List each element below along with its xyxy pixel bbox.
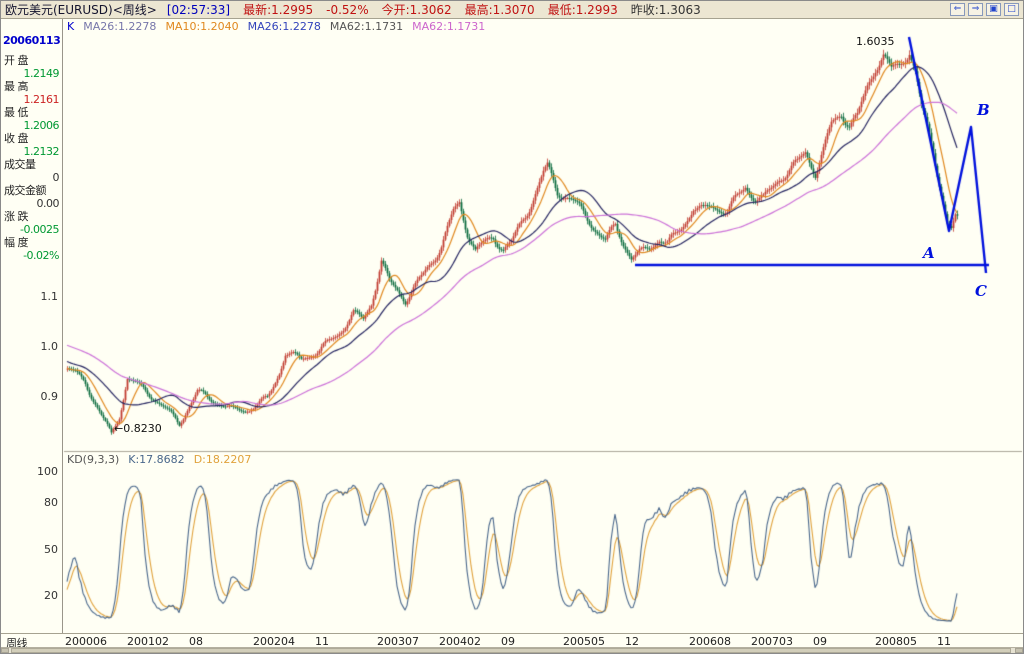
x-axis-label: 11 [937, 635, 951, 648]
x-axis-label: 200505 [563, 635, 605, 648]
quote-open: 今开:1.3062 [381, 3, 452, 17]
quote-prev-close: 昨收:1.3063 [630, 3, 701, 17]
kd-params: KD(9,3,3) [67, 453, 120, 466]
scrollbar-thumb[interactable] [11, 648, 1011, 653]
back-button[interactable]: ⇐ [950, 3, 965, 16]
wave-label-a: A [923, 244, 935, 262]
kd-axis-tick: 80 [44, 496, 58, 509]
scroll-right-button[interactable] [1015, 648, 1023, 653]
x-axis-label: 200703 [751, 635, 793, 648]
kd-legend: KD(9,3,3) K:17.8682 D:18.2207 [67, 453, 251, 466]
legend-ma26-a: MA26:1.2278 [83, 20, 157, 33]
field-turnover: 成交金额 0.00 [4, 184, 60, 210]
x-axis-label: 200307 [377, 635, 419, 648]
forward-button[interactable]: ⇒ [968, 3, 983, 16]
field-close: 收 盘 1.2132 [4, 132, 60, 158]
wave-label-b: B [977, 101, 990, 119]
field-change: 涨 跌 -0.0025 [4, 210, 60, 236]
kd-axis-tick: 50 [44, 542, 58, 556]
wave-label-c: C [975, 282, 987, 300]
new-window-button[interactable]: □ [1004, 3, 1019, 16]
quote-low: 最低:1.2993 [547, 3, 618, 17]
x-axis-label: 09 [501, 635, 515, 648]
x-axis-label: 200608 [689, 635, 731, 648]
x-axis-label: 200204 [253, 635, 295, 648]
quote-latest: 最新:1.2995 [243, 3, 314, 17]
main-chart-legend: K MA26:1.2278 MA10:1.2040 MA26:1.2278 MA… [67, 20, 485, 33]
period-label: 周线 [6, 637, 28, 650]
legend-chart-type: K [67, 20, 75, 33]
x-axis-label: 08 [189, 635, 203, 648]
legend-ma26-b: MA26:1.2278 [247, 20, 321, 33]
x-axis-label: 200102 [127, 635, 169, 648]
trough-price-annotation: ←0.8230 [114, 421, 162, 435]
symbol-title: 欧元美元(EURUSD)<周线> [5, 3, 157, 17]
price-axis-tick: 1.1 [40, 289, 59, 303]
horizontal-scrollbar[interactable] [1, 647, 1023, 653]
quote-high: 最高:1.3070 [464, 3, 535, 17]
field-high: 最 高 1.2161 [4, 80, 60, 106]
field-low: 最 低 1.2006 [4, 106, 60, 132]
x-axis-label: 200006 [65, 635, 107, 648]
time-axis: 周线 200006 200102 08 200204 11 200307 200402 09 2… [1, 633, 1023, 650]
field-volume: 成交量 0 [4, 158, 60, 184]
x-axis-label: 12 [625, 635, 639, 648]
kd-axis-tick: 20 [44, 589, 58, 602]
quote-change-pct: -0.52% [326, 2, 369, 17]
legend-ma10: MA10:1.2040 [165, 20, 239, 33]
scroll-left-button[interactable] [1, 648, 9, 653]
kd-d-value: D:18.2207 [193, 453, 252, 466]
legend-ma62-b: MA62:1.1731 [412, 20, 486, 33]
kd-axis-tick: 100 [37, 465, 58, 478]
x-axis-label: 200402 [439, 635, 481, 648]
quote-bar: 欧元美元(EURUSD)<周线> [02:57:33] 最新:1.2995 -0… [1, 1, 1023, 19]
info-panel: 20060113 开 盘 1.2149 最 高 1.2161 最 低 1.200… [1, 19, 63, 633]
quote-time: [02:57:33] [166, 2, 231, 17]
x-axis-label: 200805 [875, 635, 917, 648]
field-range: 幅 度 -0.02% [4, 236, 60, 262]
selected-date: 20060113 [3, 34, 61, 47]
price-axis-tick: 1.0 [40, 339, 59, 353]
legend-ma62-a: MA62:1.1731 [329, 20, 404, 33]
price-axis-tick: 0.9 [40, 390, 59, 404]
field-open: 开 盘 1.2149 [4, 54, 60, 80]
x-axis-label: 09 [813, 635, 827, 648]
x-axis-label: 11 [315, 635, 329, 648]
window-layout-button[interactable]: ▣ [986, 3, 1001, 16]
kd-k-value: K:17.8682 [128, 453, 185, 466]
peak-price-annotation: 1.6035 [856, 35, 895, 49]
